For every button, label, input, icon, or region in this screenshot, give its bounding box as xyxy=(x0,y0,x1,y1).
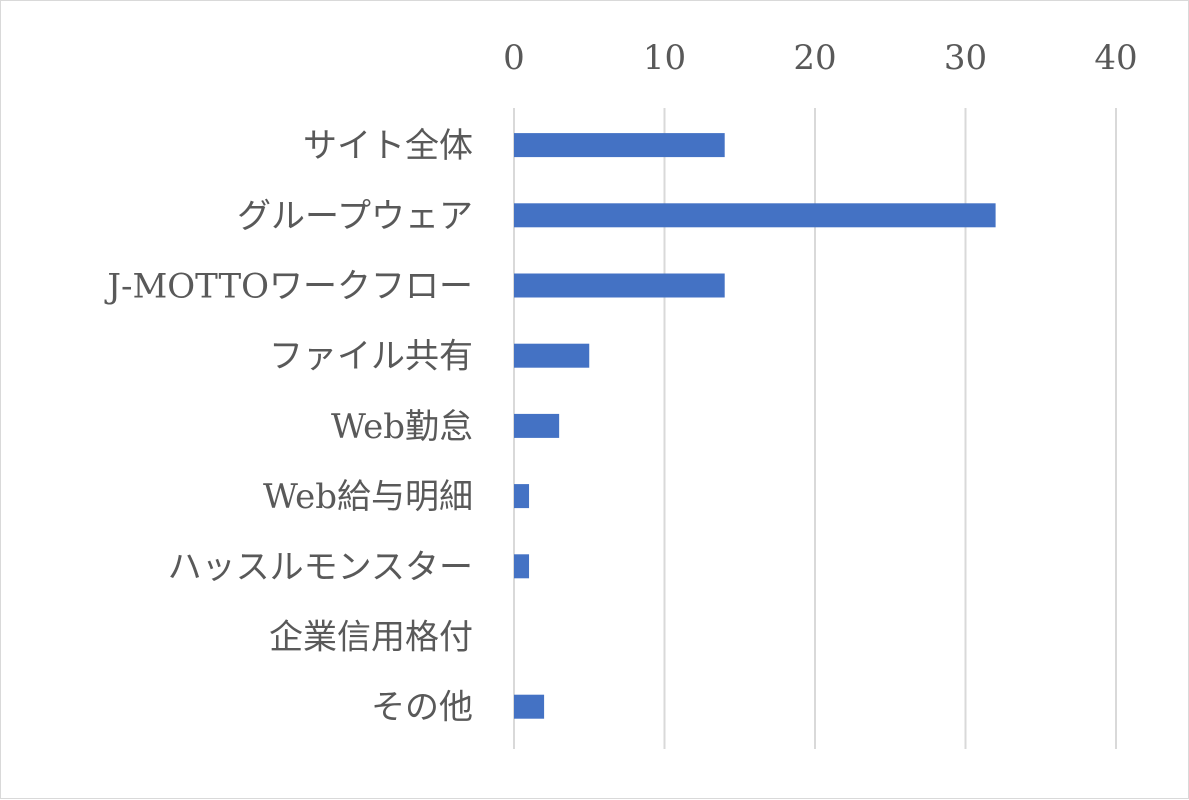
category-label: 企業信用格付 xyxy=(269,618,473,658)
x-tick-label: 30 xyxy=(944,38,987,78)
category-label: サイト全体 xyxy=(303,126,473,166)
bar-6 xyxy=(514,554,530,579)
bars xyxy=(514,133,996,719)
category-label: Web給与明細 xyxy=(263,477,473,517)
bar-1 xyxy=(514,203,996,228)
bar-8 xyxy=(514,694,545,719)
bar-2 xyxy=(514,273,725,298)
category-label: その他 xyxy=(371,688,473,728)
x-tick-label: 40 xyxy=(1094,38,1137,78)
x-tick-label: 20 xyxy=(793,38,836,78)
x-tick-label: 0 xyxy=(503,38,525,78)
category-label: J-MOTTOワークフロー xyxy=(104,267,473,307)
bar-4 xyxy=(514,413,560,438)
bar-0 xyxy=(514,133,725,158)
category-label: ファイル共有 xyxy=(269,337,473,377)
x-axis-ticks: 0 10 20 30 40 xyxy=(503,38,1137,78)
category-label: Web勤怠 xyxy=(331,407,473,447)
category-label: グループウェア xyxy=(237,196,473,236)
bar-3 xyxy=(514,343,590,368)
x-tick-label: 10 xyxy=(643,38,686,78)
bar-5 xyxy=(514,484,530,509)
category-label: ハッスルモンスター xyxy=(168,547,473,587)
